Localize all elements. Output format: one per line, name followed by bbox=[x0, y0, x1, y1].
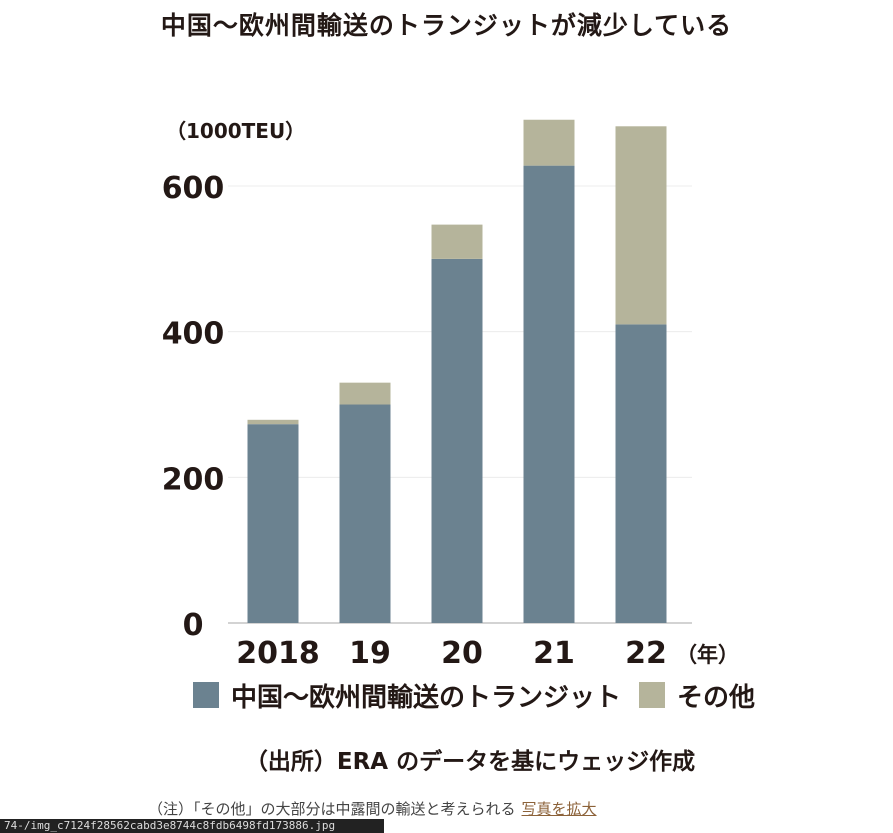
x-unit-label: （年） bbox=[676, 643, 739, 667]
legend: 中国～欧州間輸送のトランジット その他 bbox=[193, 676, 755, 714]
bar-segment-other bbox=[247, 419, 299, 425]
y-axis-ticks: 0 200 400 600 bbox=[162, 171, 225, 643]
legend-item-other: その他 bbox=[639, 677, 755, 714]
legend-swatch-other bbox=[639, 682, 666, 708]
y-tick-label: 200 bbox=[162, 462, 225, 497]
y-unit-label: （1000TEU） bbox=[166, 119, 305, 143]
bar-segment-transit bbox=[339, 404, 391, 623]
x-axis-ticks: 2018 19 20 21 22 bbox=[236, 636, 667, 671]
x-tick-label: 20 bbox=[441, 636, 483, 671]
bar-segment-other bbox=[523, 119, 575, 166]
y-tick-label: 400 bbox=[162, 317, 225, 352]
y-tick-label: 0 bbox=[183, 608, 204, 643]
bars bbox=[247, 119, 667, 623]
x-tick-label: 22 bbox=[625, 636, 667, 671]
chart-title: 中国～欧州間輸送のトランジットが減少している bbox=[160, 11, 733, 40]
bar-segment-other bbox=[615, 126, 667, 325]
x-tick-label: 21 bbox=[533, 636, 575, 671]
bar-segment-transit bbox=[523, 165, 575, 623]
bar-segment-other bbox=[339, 382, 391, 405]
bar-segment-other bbox=[431, 224, 483, 259]
y-tick-label: 600 bbox=[162, 171, 225, 206]
bar-segment-transit bbox=[615, 324, 667, 623]
enlarge-photo-link[interactable]: 写真を拡大 bbox=[521, 800, 597, 818]
legend-label-other: その他 bbox=[677, 682, 756, 713]
x-tick-label: 19 bbox=[349, 636, 391, 671]
bar-segment-transit bbox=[431, 258, 483, 623]
bar-segment-transit bbox=[247, 424, 299, 623]
legend-label-transit: 中国～欧州間輸送のトランジット bbox=[231, 682, 622, 713]
x-tick-label: 2018 bbox=[236, 636, 320, 671]
footnote-text: （注）「その他」の大部分は中露間の輸送と考えられる bbox=[148, 800, 516, 818]
source-credit: （出所）ERA のデータを基にウェッジ作成 bbox=[244, 749, 696, 775]
browser-status-bar: 74-/img_c7124f28562cabd3e8744c8fdb6498fd… bbox=[0, 819, 384, 833]
legend-swatch-transit bbox=[193, 682, 219, 708]
footnote: （注）「その他」の大部分は中露間の輸送と考えられる 写真を拡大 bbox=[148, 798, 597, 819]
legend-item-transit: 中国～欧州間輸送のトランジット bbox=[193, 677, 621, 714]
